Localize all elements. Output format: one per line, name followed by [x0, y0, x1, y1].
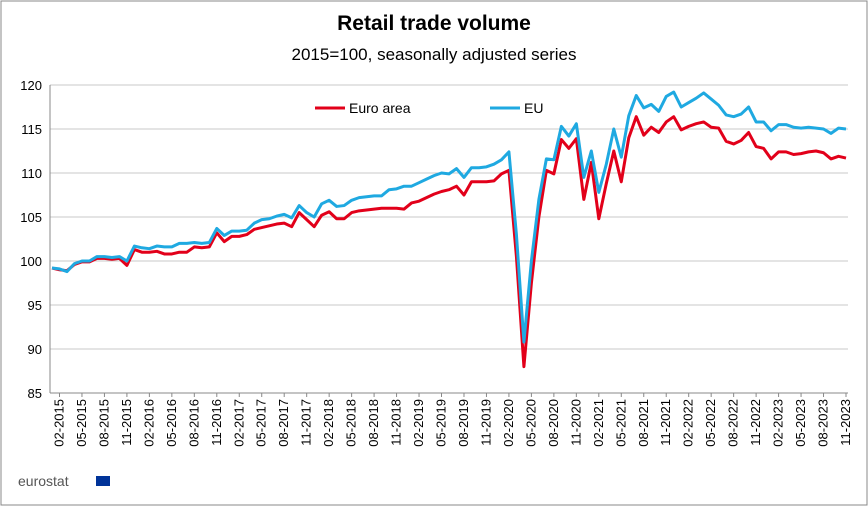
x-tick-label: 08-2021 [636, 399, 651, 447]
x-tick-label: 02-2020 [501, 399, 516, 447]
x-tick-label: 02-2019 [411, 399, 426, 447]
x-tick-label: 02-2021 [591, 399, 606, 447]
y-tick-label: 110 [21, 166, 42, 181]
x-tick-label: 11-2022 [748, 399, 763, 446]
x-tick-label: 02-2018 [321, 399, 336, 447]
series-line [51, 90, 847, 344]
x-tick-label: 11-2017 [299, 399, 314, 446]
x-tick-label: 05-2015 [74, 399, 89, 447]
x-tick-label: 11-2015 [119, 399, 134, 446]
x-tick-label: 11-2023 [838, 399, 853, 446]
x-tick-label: 05-2019 [434, 399, 449, 447]
chart-title: Retail trade volume [337, 12, 531, 35]
x-tick-label: 11-2016 [209, 399, 224, 446]
x-tick-label: 08-2020 [546, 399, 561, 447]
x-tick-label: 05-2017 [254, 399, 269, 447]
series-line [51, 115, 847, 369]
x-tick-label: 05-2022 [703, 399, 718, 447]
y-tick-label: 85 [28, 386, 42, 401]
x-tick-label: 05-2023 [793, 399, 808, 447]
x-tick-label: 08-2016 [186, 399, 201, 447]
x-tick-label: 08-2019 [456, 399, 471, 447]
x-tick-label: 11-2019 [478, 399, 493, 446]
legend-label: EU [524, 100, 543, 116]
y-tick-label: 120 [20, 78, 42, 93]
x-tick-label: 05-2020 [523, 399, 538, 447]
x-tick-label: 11-2021 [658, 399, 673, 446]
x-tick-label: 08-2015 [96, 399, 111, 447]
y-tick-label: 105 [20, 210, 42, 225]
source-logo: eurostat [18, 473, 69, 489]
x-tick-label: 08-2018 [366, 399, 381, 447]
x-tick-label: 02-2017 [231, 399, 246, 447]
x-tick-label: 05-2016 [164, 399, 179, 447]
x-tick-label: 02-2016 [141, 399, 156, 447]
x-tick-label: 08-2023 [816, 399, 831, 447]
y-tick-label: 95 [28, 298, 42, 313]
x-tick-label: 08-2017 [276, 399, 291, 447]
x-tick-label: 05-2021 [613, 399, 628, 447]
x-tick-label: 02-2023 [771, 399, 786, 447]
y-tick-label: 100 [20, 254, 42, 269]
y-tick-label: 115 [21, 122, 42, 137]
legend-label: Euro area [349, 100, 411, 116]
eu-flag [96, 476, 110, 486]
x-tick-label: 05-2018 [344, 399, 359, 447]
chart-subtitle: 2015=100, seasonally adjusted series [292, 45, 577, 64]
x-tick-label: 02-2015 [51, 399, 66, 447]
x-tick-label: 08-2022 [726, 399, 741, 447]
y-tick-label: 90 [28, 342, 42, 357]
x-tick-label: 11-2018 [389, 399, 404, 446]
x-tick-label: 11-2020 [568, 399, 583, 446]
x-tick-label: 02-2022 [681, 399, 696, 447]
